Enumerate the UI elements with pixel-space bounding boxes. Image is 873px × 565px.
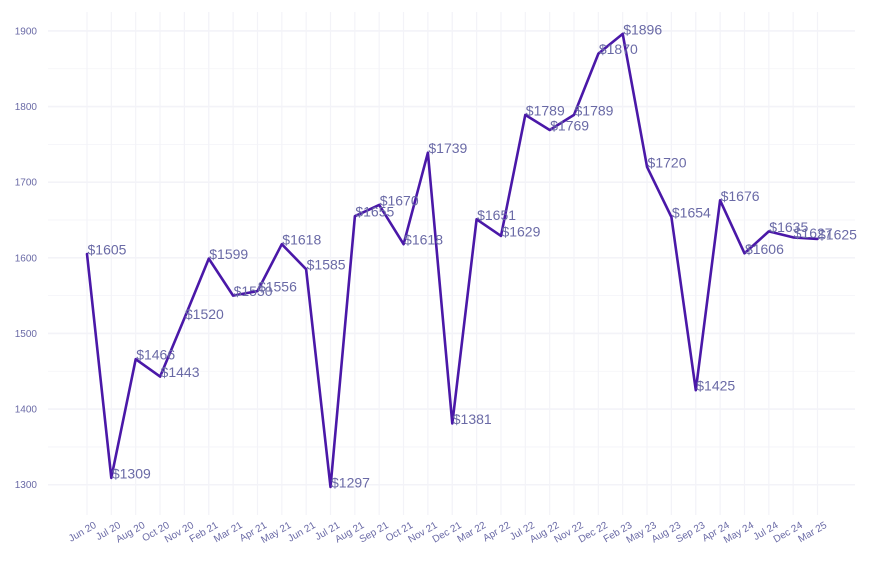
data-label: $1655 <box>355 204 394 220</box>
data-label: $1381 <box>453 411 492 427</box>
data-label: $1769 <box>550 117 589 133</box>
grid <box>48 12 855 515</box>
x-tick-label: Mar 25 <box>797 520 830 545</box>
data-label: $1896 <box>623 21 662 37</box>
data-label: $1309 <box>112 465 151 481</box>
data-label: $1627 <box>794 225 833 241</box>
data-label: $1520 <box>185 306 224 322</box>
data-label: $1789 <box>526 102 565 118</box>
data-label: $1599 <box>209 246 248 262</box>
y-tick-label: 1900 <box>15 26 38 37</box>
data-label: $1618 <box>404 232 443 248</box>
data-label: $1443 <box>161 364 200 380</box>
y-tick-label: 1400 <box>15 405 38 416</box>
data-label: $1720 <box>648 155 687 171</box>
data-label: $1550 <box>234 283 273 299</box>
data-label: $1618 <box>282 232 321 248</box>
data-label: $1466 <box>136 347 175 363</box>
y-tick-label: 1300 <box>15 480 38 491</box>
x-tick-label: Jun 21 <box>286 520 318 545</box>
data-label: $1635 <box>769 219 808 235</box>
data-label: $1625 <box>818 226 857 242</box>
data-label: $1605 <box>88 242 127 258</box>
data-label: $1654 <box>672 204 711 220</box>
data-label: $1629 <box>501 223 540 239</box>
y-tick-label: 1800 <box>15 102 38 113</box>
data-label: $1585 <box>307 257 346 273</box>
data-label: $1870 <box>599 41 638 57</box>
series <box>85 32 819 489</box>
y-axis: 1300 1400 1500 1600 1700 1800 1900 <box>15 26 38 491</box>
y-tick-label: 1500 <box>15 329 38 340</box>
x-tick-label: Jun 20 <box>67 520 99 545</box>
data-label: $1739 <box>428 140 467 156</box>
series-line <box>85 32 819 489</box>
x-tick-label: Apr 22 <box>481 520 512 544</box>
data-label: $1556 <box>258 279 297 295</box>
data-label: $1789 <box>575 102 614 118</box>
data-label: $1670 <box>380 192 419 208</box>
data-label: $1651 <box>477 207 516 223</box>
data-label: $1297 <box>331 475 370 491</box>
data-label: $1676 <box>721 188 760 204</box>
data-labels: $1605 $1309 $1466$1443 $1520 $1599 $1550$1556… <box>88 21 858 490</box>
y-tick-label: 1700 <box>15 178 38 189</box>
data-label: $1425 <box>696 378 735 394</box>
data-label: $1606 <box>745 241 784 257</box>
y-tick-label: 1600 <box>15 253 38 264</box>
